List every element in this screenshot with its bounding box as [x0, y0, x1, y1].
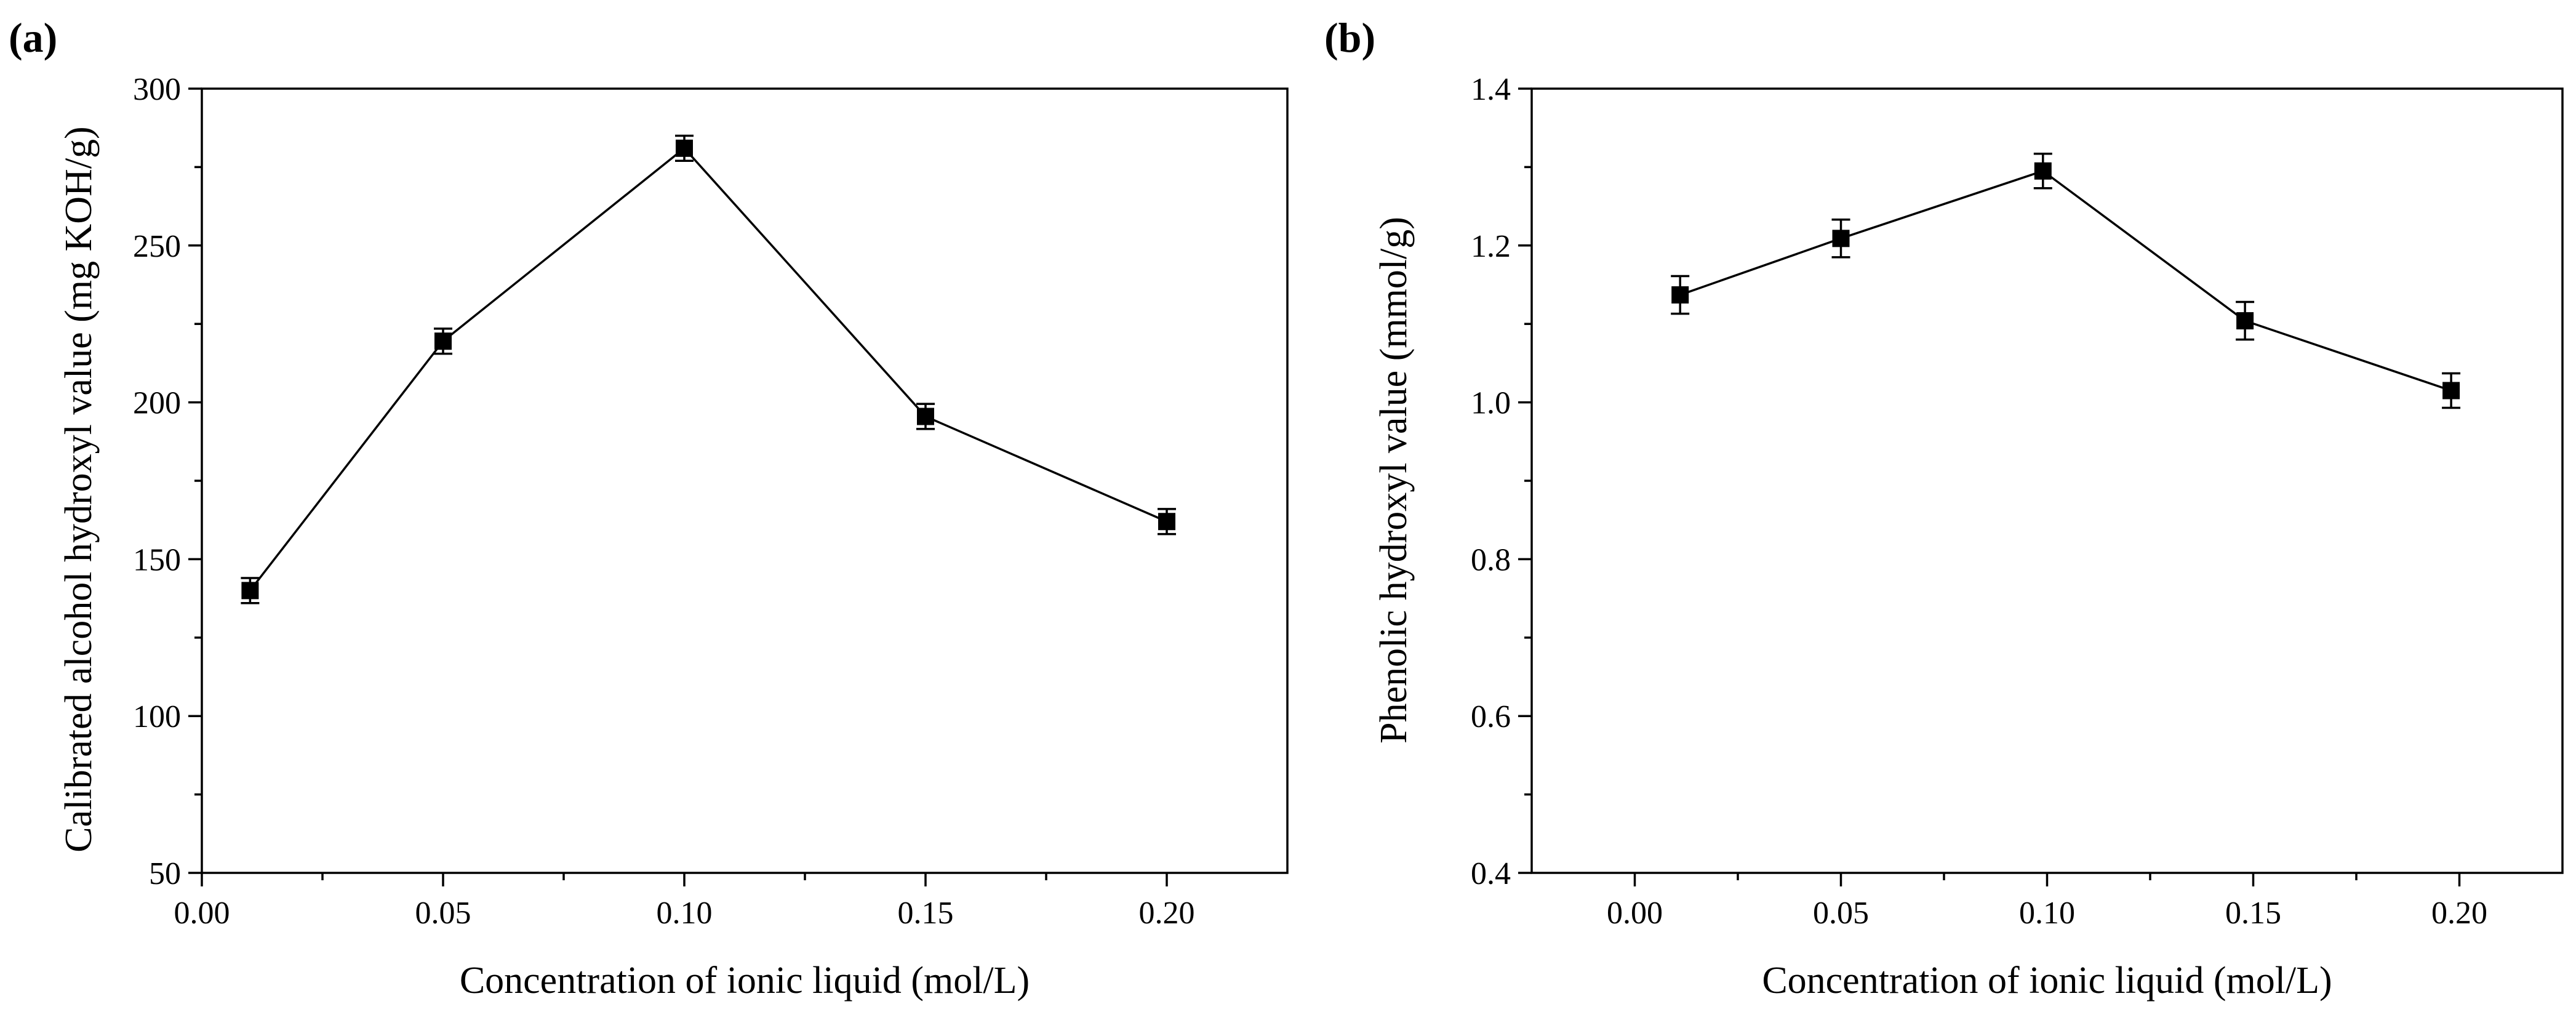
- x-tick-label: 0.15: [2225, 896, 2281, 931]
- y-tick-label: 1.4: [1471, 72, 1511, 107]
- x-tick-label: 0.20: [1139, 896, 1195, 931]
- y-tick-label: 200: [133, 386, 181, 421]
- x-axis-title: Concentration of ionic liquid (mol/L): [1762, 960, 2332, 1002]
- data-point: [1158, 513, 1175, 531]
- x-tick-label: 0.20: [2431, 896, 2487, 931]
- y-tick-label: 300: [133, 72, 181, 107]
- y-axis-title: Phenolic hydroxyl value (mmol/g): [1373, 217, 1415, 744]
- plot-frame: [201, 87, 1289, 874]
- y-tick-label: 0.6: [1471, 699, 1511, 734]
- y-tick-label: 0.4: [1471, 856, 1511, 891]
- data-point: [2034, 162, 2052, 180]
- x-tick-label: 0.15: [898, 896, 954, 931]
- data-point: [434, 332, 452, 350]
- y-tick-label: 1.0: [1471, 386, 1511, 421]
- x-tick-label: 0.00: [174, 896, 230, 931]
- data-point: [241, 582, 259, 600]
- y-tick-label: 150: [133, 542, 181, 577]
- x-tick-label: 0.10: [2019, 896, 2075, 931]
- y-tick-label: 50: [149, 856, 181, 891]
- x-tick-label: 0.10: [657, 896, 713, 931]
- y-tick-label: 1.2: [1471, 229, 1511, 264]
- panel-label: (a): [9, 14, 57, 61]
- chart-panel-b: 0.00 0.05 0.10 0.15 0.20 0.4 0.6 0.8 1.0 1.2 1.4 Co…: [1324, 14, 2564, 1002]
- y-tick-label: 250: [133, 229, 181, 264]
- y-tick-label: 0.8: [1471, 542, 1511, 577]
- series-line: [1679, 169, 2452, 392]
- chart-panel-a: 0.00 0.05 0.10 0.15 0.20 50 100 150 200 250 300 Con…: [9, 14, 1289, 1002]
- x-tick-label: 0.05: [1813, 896, 1869, 931]
- data-point: [1671, 286, 1689, 304]
- y-tick-label: 100: [133, 699, 181, 734]
- x-tick-label: 0.00: [1607, 896, 1663, 931]
- x-tick-label: 0.05: [415, 896, 471, 931]
- data-point: [917, 408, 934, 425]
- data-point: [1832, 230, 1850, 247]
- series-line: [249, 147, 1167, 592]
- panel-label: (b): [1324, 14, 1375, 61]
- data-point: [2236, 312, 2254, 330]
- plot-frame: [1530, 87, 2564, 874]
- data-point: [676, 139, 693, 157]
- y-axis-title: Calibrated alcohol hydroxyl value (mg KO…: [58, 126, 100, 852]
- x-axis-title: Concentration of ionic liquid (mol/L): [460, 960, 1030, 1002]
- data-point: [2442, 382, 2460, 400]
